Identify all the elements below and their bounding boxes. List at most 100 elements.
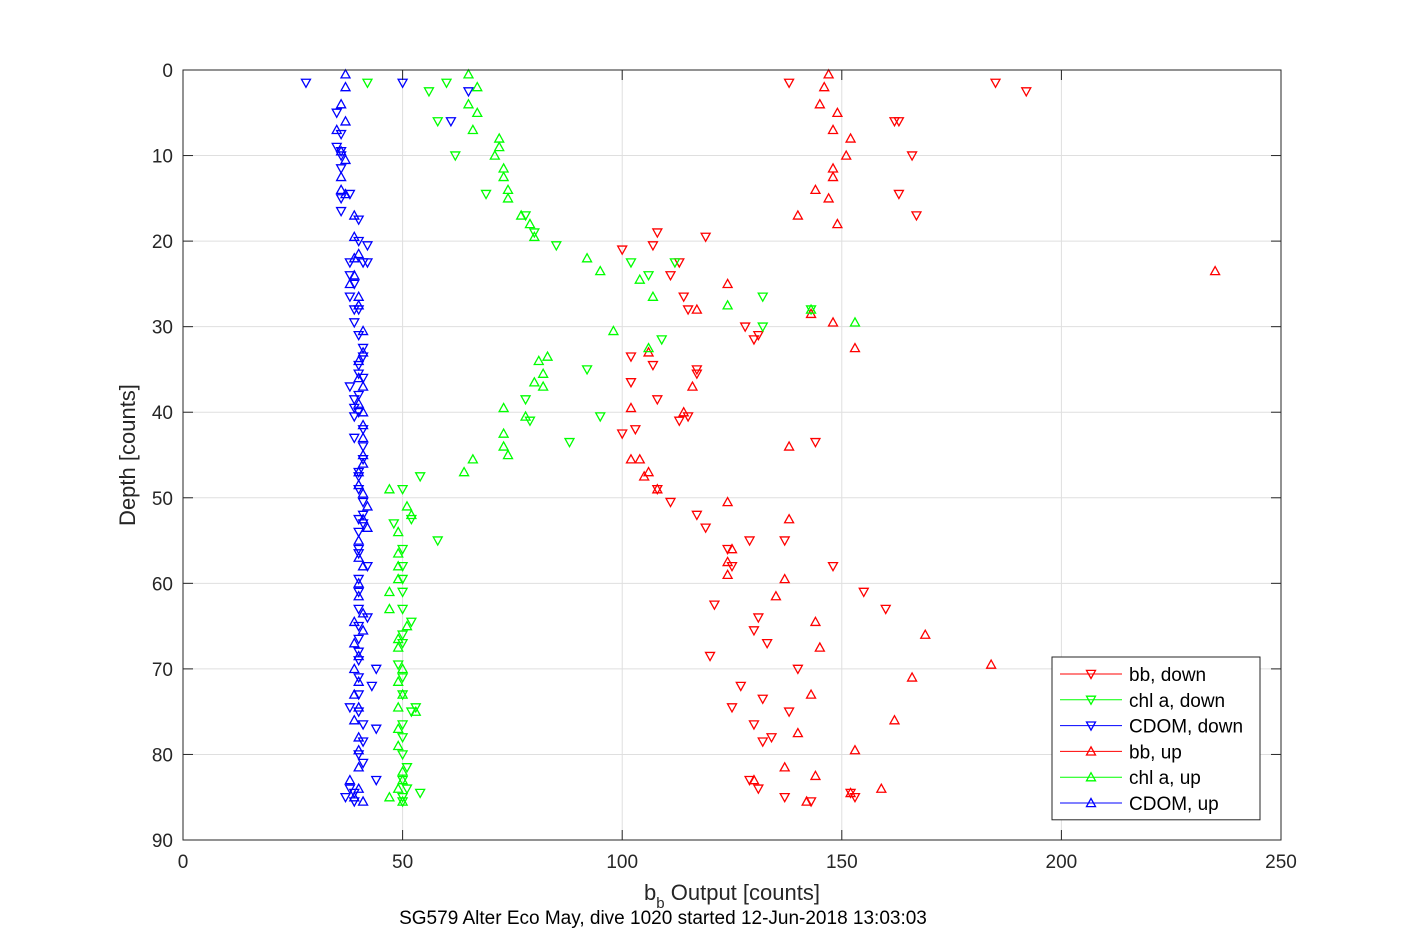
data-point bbox=[840, 149, 852, 160]
data-point bbox=[357, 457, 369, 468]
data-point bbox=[642, 466, 655, 477]
data-point bbox=[493, 141, 505, 152]
data-point bbox=[353, 236, 365, 247]
data-point bbox=[353, 215, 365, 226]
data-point bbox=[414, 472, 426, 483]
data-point bbox=[392, 573, 404, 584]
data-point bbox=[405, 514, 417, 526]
data-point bbox=[335, 145, 347, 156]
data-point bbox=[335, 183, 347, 195]
x-axis-label-b: b bbox=[644, 880, 656, 905]
data-point bbox=[396, 587, 409, 598]
data-point bbox=[353, 650, 365, 661]
data-point bbox=[792, 209, 804, 220]
data-point bbox=[489, 149, 501, 160]
data-point bbox=[353, 750, 365, 761]
data-point bbox=[735, 681, 747, 692]
data-point bbox=[357, 519, 369, 530]
data-point bbox=[664, 271, 677, 282]
legend-entry-label: bb, down bbox=[1129, 665, 1206, 686]
data-point bbox=[357, 352, 369, 363]
data-point bbox=[642, 271, 655, 282]
data-point bbox=[849, 744, 861, 755]
data-point bbox=[809, 183, 822, 195]
data-point bbox=[344, 382, 356, 393]
data-point bbox=[353, 587, 365, 598]
data-point bbox=[396, 663, 409, 674]
legend: bb, down chl a, down CDOM, down bb, up chl a… bbox=[1051, 656, 1261, 821]
data-point bbox=[880, 604, 892, 615]
legend-marker bbox=[1085, 721, 1097, 732]
data-point bbox=[462, 98, 475, 109]
data-point bbox=[396, 688, 409, 699]
data-point bbox=[357, 432, 369, 443]
data-point bbox=[396, 774, 409, 785]
data-point bbox=[335, 164, 347, 175]
grid-lines bbox=[182, 69, 1282, 841]
data-point bbox=[339, 115, 352, 126]
data-point bbox=[392, 701, 404, 712]
data-point bbox=[629, 425, 641, 436]
data-point bbox=[383, 483, 396, 494]
legend-entry-label: bb, up bbox=[1129, 742, 1182, 763]
data-point bbox=[445, 117, 457, 128]
data-point bbox=[361, 613, 374, 624]
data-point bbox=[353, 466, 365, 477]
data-point bbox=[823, 68, 835, 79]
data-point bbox=[353, 673, 365, 684]
x-axis-label-subscript: b bbox=[656, 895, 664, 912]
data-point bbox=[396, 638, 409, 650]
data-point bbox=[401, 500, 413, 511]
data-point bbox=[401, 620, 413, 631]
y-tick-label: 80 bbox=[152, 745, 173, 766]
data-point bbox=[348, 412, 360, 423]
data-point bbox=[392, 547, 404, 558]
data-point bbox=[757, 694, 769, 705]
data-point bbox=[704, 651, 716, 662]
data-point bbox=[471, 81, 483, 92]
data-point bbox=[353, 355, 365, 366]
data-point bbox=[353, 577, 365, 588]
data-point bbox=[335, 171, 347, 182]
data-point bbox=[748, 626, 760, 637]
data-point bbox=[335, 194, 347, 205]
data-point bbox=[357, 758, 369, 769]
data-point bbox=[634, 453, 646, 464]
data-point bbox=[348, 615, 360, 627]
data-point bbox=[651, 483, 663, 494]
data-point bbox=[818, 81, 830, 92]
data-point bbox=[849, 316, 861, 327]
data-point bbox=[809, 437, 822, 449]
data-point bbox=[708, 600, 721, 611]
data-point bbox=[537, 367, 549, 378]
legend-marker bbox=[1085, 745, 1097, 756]
data-point bbox=[805, 688, 817, 699]
data-point bbox=[752, 330, 764, 342]
data-point bbox=[462, 68, 475, 79]
data-point bbox=[396, 604, 409, 615]
data-point bbox=[353, 744, 365, 755]
data-point bbox=[691, 510, 703, 521]
data-point bbox=[1020, 87, 1032, 98]
legend-box bbox=[1051, 656, 1261, 821]
x-tick-label: 0 bbox=[178, 852, 189, 873]
data-point bbox=[625, 402, 637, 413]
data-point bbox=[357, 346, 369, 357]
data-point bbox=[563, 437, 576, 449]
data-point bbox=[691, 369, 703, 380]
data-point bbox=[779, 792, 791, 804]
data-point bbox=[498, 427, 510, 438]
y-tick-label: 90 bbox=[152, 831, 173, 852]
data-point bbox=[739, 322, 751, 333]
data-point bbox=[625, 378, 637, 389]
data-point bbox=[357, 325, 369, 336]
data-point bbox=[353, 701, 365, 712]
data-point bbox=[348, 663, 360, 674]
legend-entry-label: chl a, down bbox=[1129, 691, 1225, 712]
data-point bbox=[831, 218, 844, 229]
data-point bbox=[607, 325, 620, 336]
data-point bbox=[761, 638, 773, 650]
data-point bbox=[353, 707, 365, 718]
data-point bbox=[906, 671, 918, 682]
